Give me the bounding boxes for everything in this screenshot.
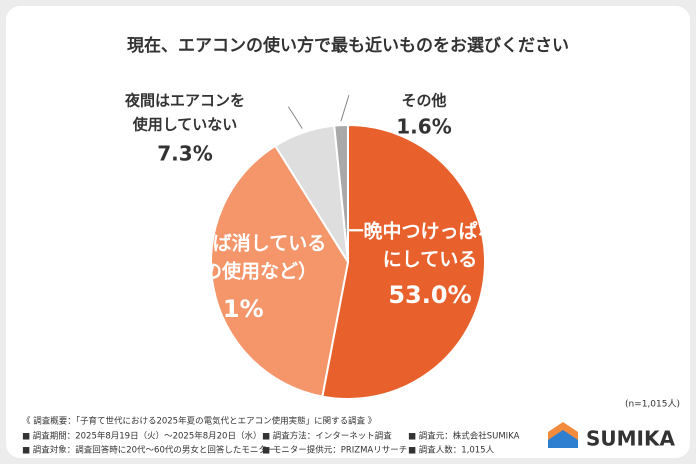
slice-label: 使用していない [132,116,238,134]
slice-label: （扇風機の使用など） [127,260,317,283]
footer-item: ■ 調査人数：1,015人 [408,445,495,456]
pie-slice [321,123,486,400]
footer-item: ■ 調査期間：2025年8月19日（火）～2025年8月20日（水） [22,431,261,442]
slice-label: その他 [401,92,446,110]
footer-item: ■ 調査対象：調査回答時に20代～60代の男女と回答したモニター [22,445,275,456]
slice-label: 暑くなければ消している [118,232,326,255]
chart-title: 現在、エアコンの使い方で最も近いものをお選びください [127,35,569,56]
slice-label: にしている [383,249,477,271]
logo-icon [548,430,578,448]
slice-label: 一晩中つけっぱなし [344,220,515,243]
footer-item: ■ 調査元：株式会社SUMIKA [408,431,520,442]
logo-text: SUMIKA [586,427,675,451]
leader-line [287,106,303,129]
footer-item: ■ モニター提供元：PRIZMAリサーチ [262,445,407,456]
value-label: 7.3% [157,142,212,166]
slice-label: 夜間はエアコンを [124,92,245,110]
value-label: 38.1% [180,295,263,323]
value-label: 1.6% [396,115,451,139]
leader-line [340,95,350,122]
sample-note: (n=1,015人) [625,399,680,410]
value-label: 53.0% [388,281,471,309]
pie-slice [333,123,349,263]
footer-item: ■ 調査方法：インターネット調査 [262,431,392,442]
footer-title: 《 調査概要：「子育て世代における2025年夏の電気代とエアコン使用実態」に関す… [22,416,376,427]
logo: SUMIKA [548,422,675,451]
